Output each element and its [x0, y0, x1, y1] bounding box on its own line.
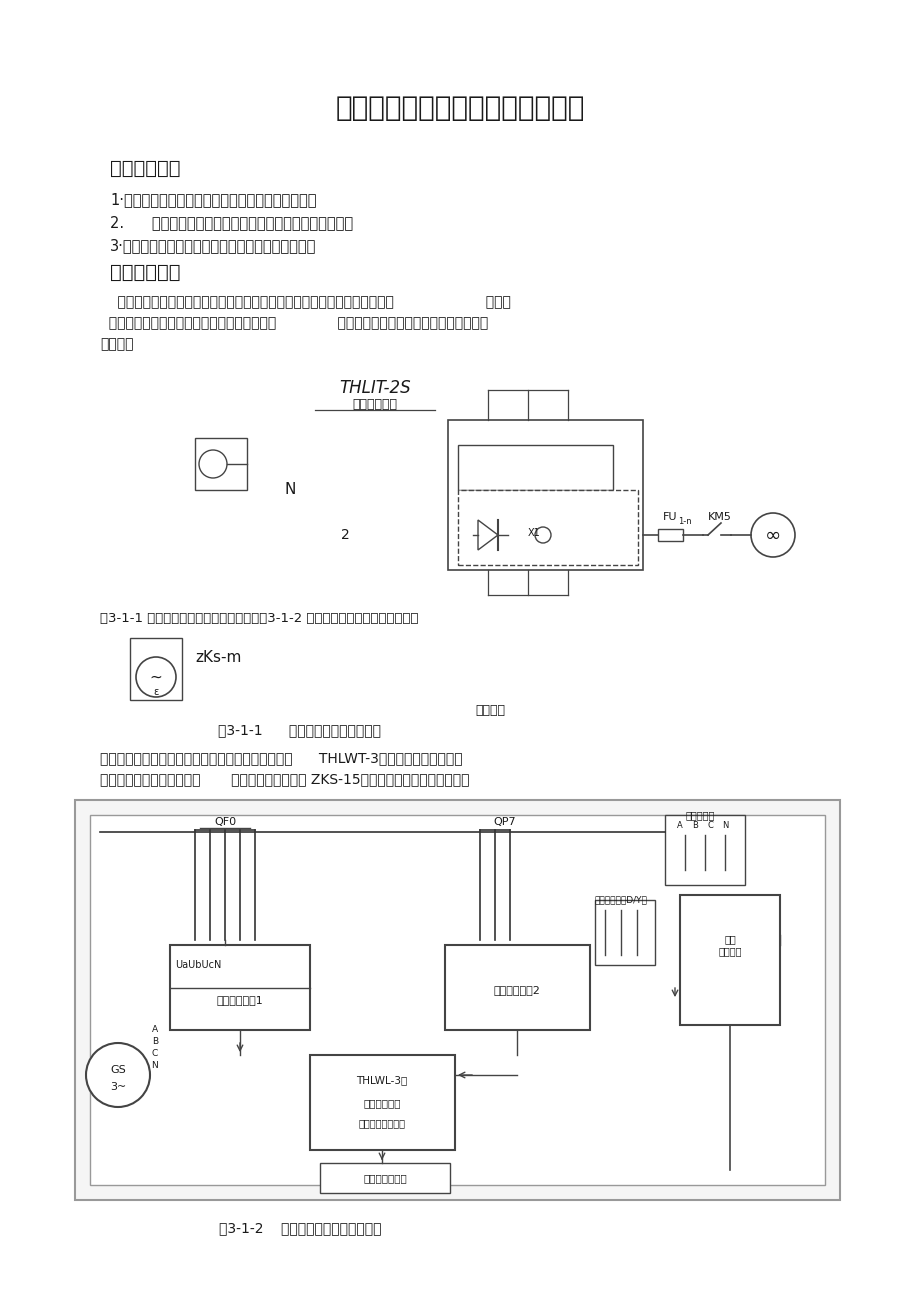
- Circle shape: [136, 657, 176, 697]
- Text: 2.      熟悉发电机组中原动机（直流电动机）的基本特性。: 2. 熟悉发电机组中原动机（直流电动机）的基本特性。: [110, 215, 353, 231]
- Text: THLIT-2S: THLIT-2S: [339, 379, 411, 397]
- Text: 在本实验平台中，原动机采用直流电动机模拟工业现场的汽轮机或水轮机，                     调速系: 在本实验平台中，原动机采用直流电动机模拟工业现场的汽轮机或水轮机， 调速系: [100, 294, 510, 309]
- Bar: [445, 945, 589, 1029]
- Bar: [595, 900, 654, 966]
- Text: 2: 2: [340, 528, 349, 542]
- Circle shape: [750, 513, 794, 556]
- Text: UaUbUcN: UaUbUcN: [175, 960, 221, 969]
- Text: 电量采集模块1: 电量采集模块1: [216, 995, 263, 1005]
- Text: zKs-m: zKs-m: [195, 650, 241, 666]
- Text: 功功率。: 功功率。: [100, 337, 133, 351]
- Text: 曲机调速製柜: 曲机调速製柜: [352, 397, 397, 410]
- Bar: [679, 895, 779, 1025]
- Text: 1-n: 1-n: [677, 516, 691, 525]
- Text: C: C: [152, 1049, 158, 1058]
- Bar: [75, 800, 839, 1200]
- Text: 3~: 3~: [109, 1081, 126, 1092]
- Text: X1: X1: [528, 528, 539, 538]
- Text: QP7: QP7: [494, 817, 516, 827]
- Text: 图3-1-1 为调速系统的原理结构示意图，图3-1-2 为励磁系统的原理结构示意图。: 图3-1-1 为调速系统的原理结构示意图，图3-1-2 为励磁系统的原理结构示意…: [100, 611, 418, 624]
- Text: 1·了解微机调速装置的工作原理和掌握其操作方法。: 1·了解微机调速装置的工作原理和掌握其操作方法。: [110, 193, 316, 207]
- Text: ∞: ∞: [764, 525, 780, 545]
- Bar: [170, 945, 310, 1029]
- Text: 电量采集模块2: 电量采集模块2: [493, 985, 539, 995]
- Text: GS: GS: [110, 1065, 126, 1075]
- Bar: [458, 490, 637, 566]
- Bar: [664, 814, 744, 885]
- Text: 自耦变压器: 自耦变压器: [685, 810, 714, 820]
- Circle shape: [199, 450, 227, 478]
- Text: A: A: [152, 1025, 158, 1035]
- Text: THLWL-3型: THLWL-3型: [356, 1075, 407, 1085]
- Text: 二、原理说明: 二、原理说明: [110, 262, 180, 281]
- Bar: [90, 814, 824, 1184]
- Text: B: B: [691, 821, 698, 830]
- Text: 励磁变压器（D/Y）: 励磁变压器（D/Y）: [595, 895, 647, 904]
- Polygon shape: [478, 520, 497, 550]
- Text: N: N: [284, 482, 295, 498]
- Text: B: B: [152, 1037, 158, 1046]
- Text: ε: ε: [153, 687, 158, 697]
- Text: 微机准同期装置: 微机准同期装置: [363, 1173, 406, 1183]
- Text: N: N: [721, 821, 728, 830]
- Text: 装于原动机上的编码器将转速信号以脉冲的形式送入      THLWT-3型微机调速装置，该装: 装于原动机上的编码器将转速信号以脉冲的形式送入 THLWT-3型微机调速装置，该…: [100, 751, 462, 765]
- Text: QF0: QF0: [214, 817, 236, 827]
- Bar: [195, 438, 246, 490]
- Text: ~: ~: [150, 670, 162, 684]
- Text: N: N: [152, 1062, 158, 1071]
- Text: A: A: [676, 821, 682, 830]
- Bar: [320, 1164, 449, 1194]
- Bar: [130, 638, 182, 700]
- Text: 微机励磁装置: 微机励磁装置: [363, 1098, 401, 1108]
- Text: 置将转速信号转换成电压，       和给定电压一起送入 ZKS-15型直流电机调速装置，采用双: 置将转速信号转换成电压， 和给定电压一起送入 ZKS-15型直流电机调速装置，采…: [100, 771, 469, 786]
- Text: 实验一发电机组的起动与运转实验: 实验一发电机组的起动与运转实验: [335, 94, 584, 122]
- Text: 调管电路: 调管电路: [474, 704, 505, 717]
- Circle shape: [85, 1042, 150, 1108]
- Bar: [458, 446, 612, 490]
- Text: 励磁
功率部分: 励磁 功率部分: [718, 934, 741, 956]
- Text: 一、头验目的: 一、头验目的: [110, 159, 180, 177]
- Circle shape: [535, 526, 550, 543]
- Bar: [657, 529, 682, 541]
- Bar: [310, 1055, 455, 1151]
- Text: 统用于调整原动机的转速和输出的有功功率，              励磁系统用于调整发电机电压和输出的无: 统用于调整原动机的转速和输出的有功功率， 励磁系统用于调整发电机电压和输出的无: [100, 317, 488, 330]
- Bar: [448, 420, 642, 569]
- Text: FU: FU: [662, 512, 676, 523]
- Text: C: C: [707, 821, 712, 830]
- Text: 图3-1-1      调速系统原理结构示意图: 图3-1-1 调速系统原理结构示意图: [219, 723, 381, 737]
- Text: 3·掌握发电机组起励建压，并网，解列和停机的操作: 3·掌握发电机组起励建压，并网，解列和停机的操作: [110, 238, 316, 254]
- Text: （励磁控制部分）: （励磁控制部分）: [358, 1118, 405, 1128]
- Text: 图3-1-2    励磁系统的原理结构示意图: 图3-1-2 励磁系统的原理结构示意图: [219, 1221, 380, 1235]
- Text: KM5: KM5: [708, 512, 732, 523]
